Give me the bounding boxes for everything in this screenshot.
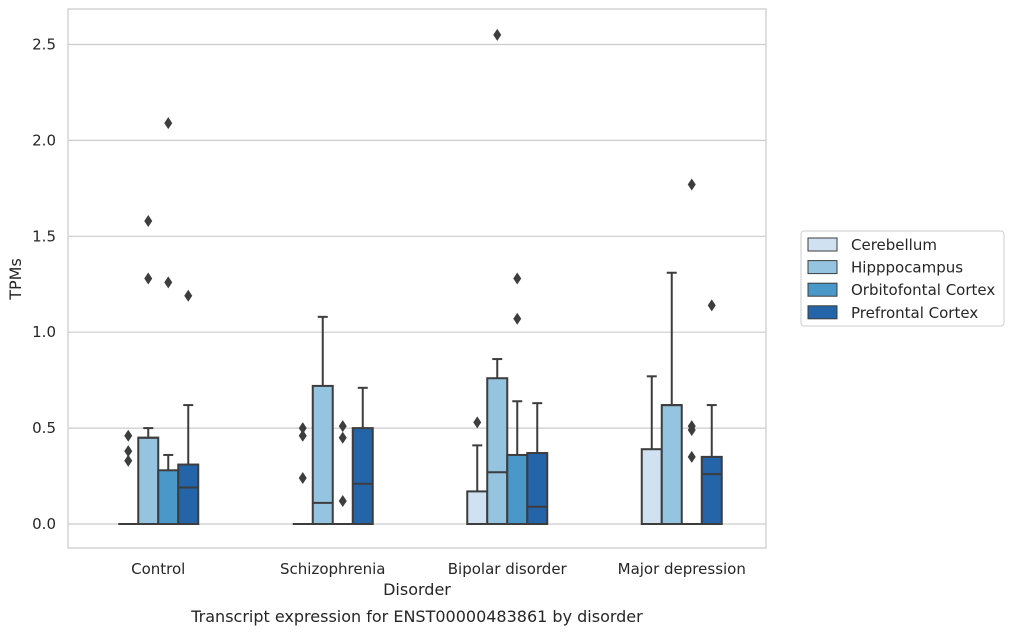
box-body [137, 436, 160, 525]
chart-caption: Transcript expression for ENST0000048386… [190, 607, 643, 626]
legend: Cerebellum Hipppocampus Orbitofontal Corte… [800, 230, 1005, 327]
legend-swatch [807, 305, 838, 320]
box-cerebellum [466, 416, 489, 526]
box-cerebellum [118, 429, 139, 525]
box-hipppocampus [137, 214, 160, 525]
box-prefrontal-cortex [700, 299, 723, 525]
box-body [486, 377, 509, 525]
outlier-point [687, 420, 696, 433]
outlier-point [298, 422, 307, 435]
outlier-point [144, 272, 153, 285]
box-body [351, 427, 374, 526]
plot-frame [67, 8, 767, 549]
y-tick-label: 1.0 [32, 323, 56, 341]
legend-frame [800, 230, 1005, 327]
box-body [526, 452, 549, 525]
outlier-point [338, 431, 347, 444]
legend-item: Cerebellum [807, 236, 937, 254]
box-orbitofontal-cortex [681, 178, 702, 525]
legend-item: Orbitofontal Cortex [807, 281, 995, 299]
x-tick-label: Major depression [618, 560, 746, 578]
outlier-point [338, 494, 347, 507]
box-cerebellum [640, 375, 663, 525]
x-tick-label: Schizophrenia [280, 560, 385, 578]
outlier-point [338, 420, 347, 433]
legend-swatch [807, 260, 838, 275]
y-tick-label: 2.0 [32, 131, 56, 149]
outlier-point [164, 276, 173, 289]
outlier-point [298, 429, 307, 442]
box-cerebellum [292, 422, 313, 525]
box-prefrontal-cortex [177, 289, 200, 525]
outlier-point [473, 416, 482, 429]
y-axis-ticks: 0.0 0.5 1.0 1.5 2.0 2.5 [32, 36, 56, 534]
x-tick-label: Bipolar disorder [448, 560, 568, 578]
box-body [177, 463, 200, 525]
legend-label: Cerebellum [851, 236, 937, 254]
outlier-point [124, 445, 133, 458]
legend-label: Orbitofontal Cortex [851, 281, 995, 299]
outlier-point [513, 312, 522, 325]
box-orbitofontal-cortex [332, 420, 353, 525]
box-body [157, 469, 180, 525]
legend-swatch [807, 282, 838, 297]
legend-label: Prefrontal Cortex [851, 304, 978, 322]
box-body [466, 490, 489, 526]
box-body [700, 455, 723, 525]
outlier-point [687, 178, 696, 191]
outlier-point [184, 289, 193, 302]
box-hipppocampus [311, 315, 334, 525]
box-prefrontal-cortex [526, 402, 549, 525]
box-body [660, 404, 683, 526]
outlier-point [124, 429, 133, 442]
legend-item: Prefrontal Cortex [807, 304, 978, 322]
y-tick-label: 0.5 [32, 419, 56, 437]
outlier-point [144, 214, 153, 227]
outlier-point [707, 299, 716, 312]
outlier-point [687, 450, 696, 463]
box-body [311, 384, 334, 525]
outlier-point [124, 454, 133, 467]
box-hipppocampus [486, 28, 509, 525]
box-body [506, 453, 529, 525]
plot-area [118, 28, 723, 526]
x-tick-label: Control [131, 560, 185, 578]
outlier-point [513, 272, 522, 285]
y-axis-title: TPMs [6, 258, 25, 301]
y-tick-label: 1.5 [32, 227, 56, 245]
outlier-point [298, 471, 307, 484]
x-axis-title: Disorder [383, 580, 451, 599]
x-axis-ticks: Control Schizophrenia Bipolar disorder Majo… [131, 560, 746, 578]
box-hipppocampus [660, 271, 683, 526]
box-orbitofontal-cortex [157, 117, 180, 525]
box-prefrontal-cortex [351, 386, 374, 526]
y-tick-label: 0.0 [32, 515, 56, 533]
outlier-point [493, 28, 502, 41]
legend-item: Hipppocampus [807, 259, 963, 277]
y-tick-label: 2.5 [32, 36, 56, 54]
box-orbitofontal-cortex [506, 272, 529, 525]
legend-swatch [807, 237, 838, 252]
outlier-point [164, 117, 173, 130]
box-body [640, 448, 663, 525]
legend-label: Hipppocampus [851, 259, 963, 277]
